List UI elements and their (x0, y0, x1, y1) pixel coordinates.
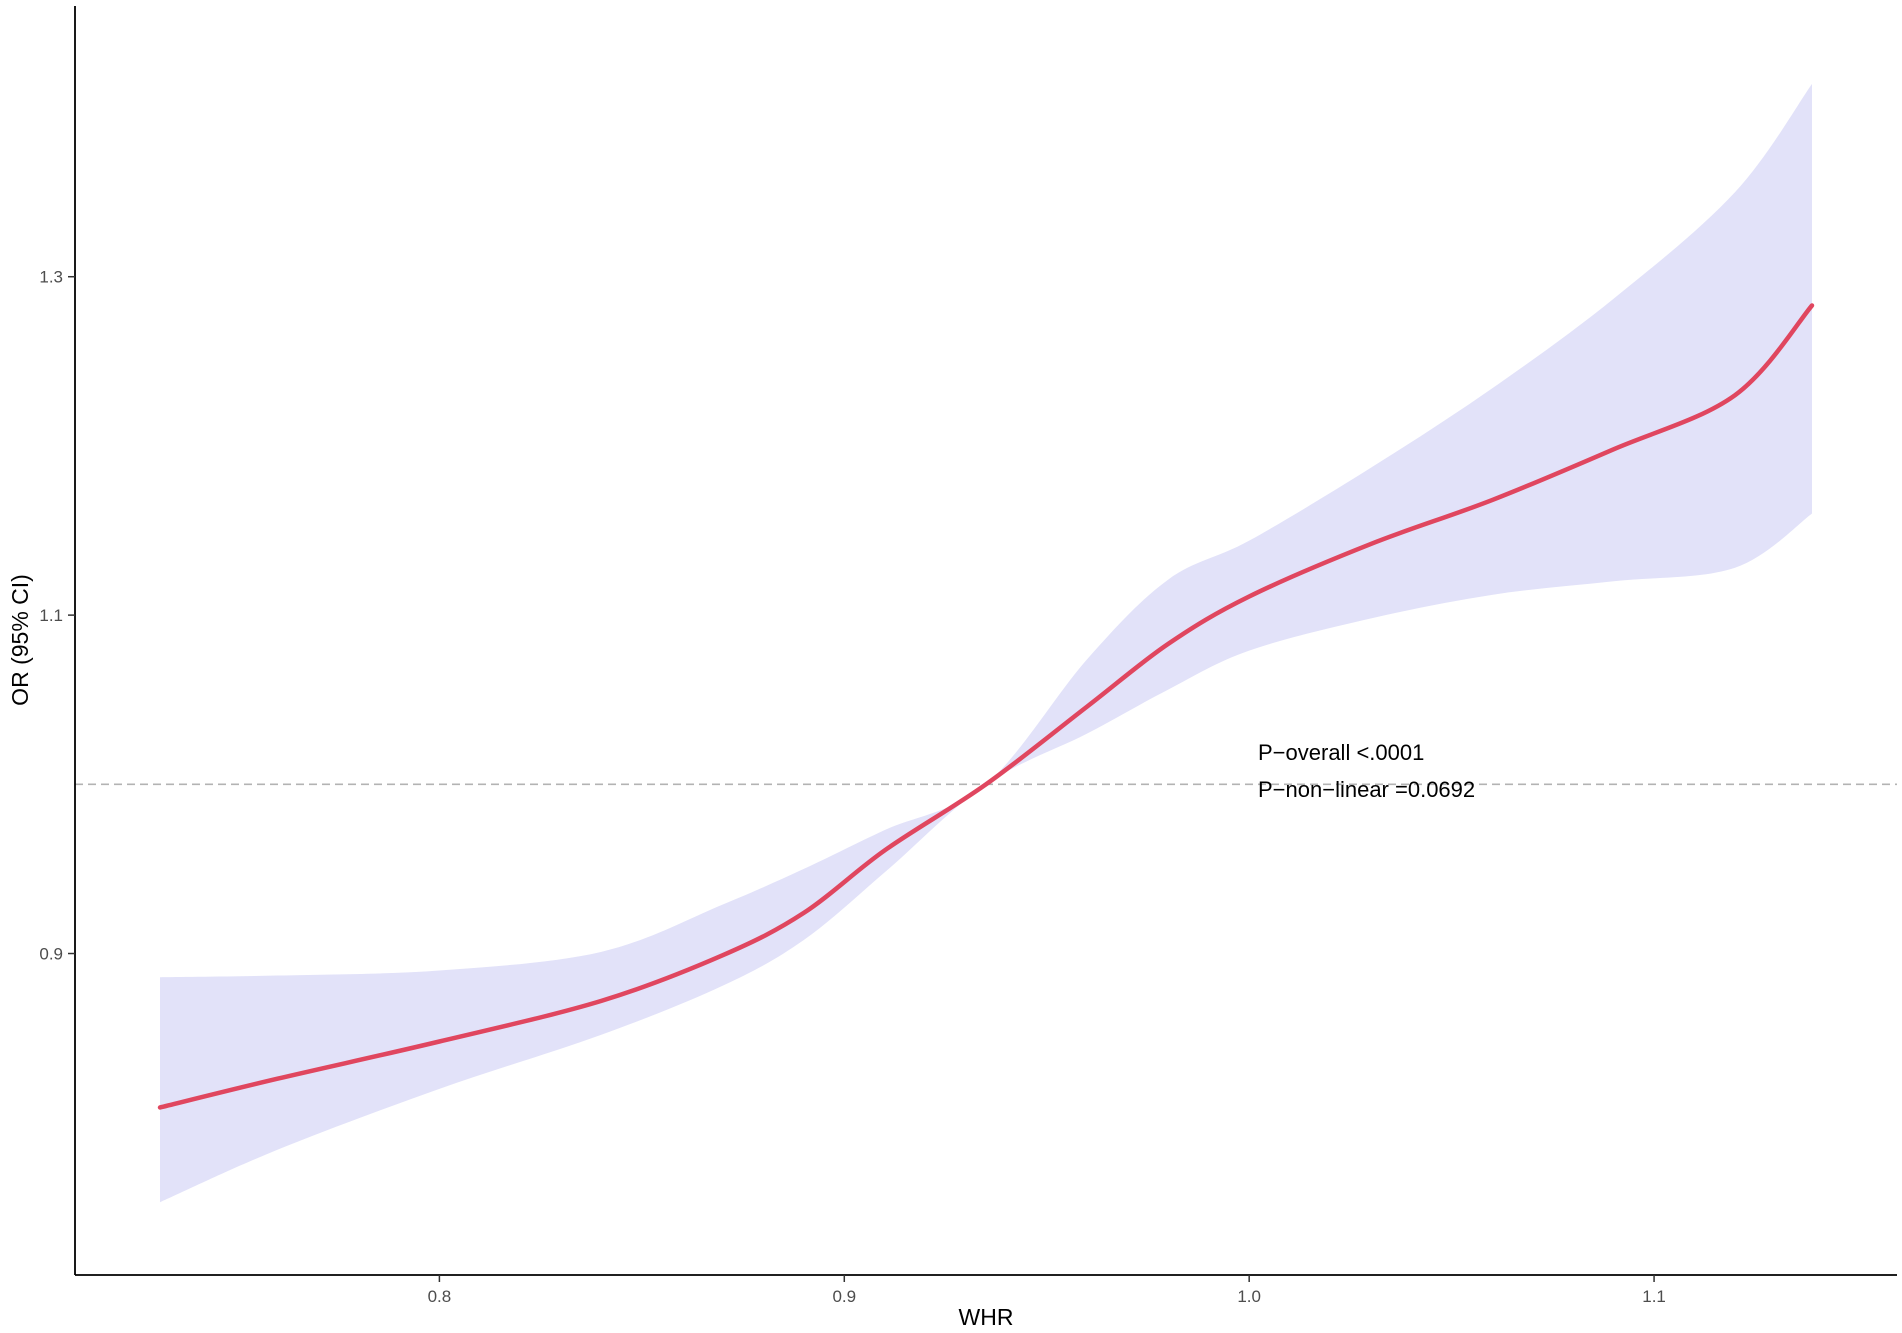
p-overall-annotation: P−overall <.0001 (1258, 740, 1424, 765)
y-axis-title: OR (95% CI) (7, 574, 33, 706)
x-axis-title: WHR (959, 1304, 1014, 1330)
y-tick-label: 1.3 (39, 268, 63, 287)
p-nonlinear-annotation: P−non−linear =0.0692 (1258, 777, 1475, 802)
y-tick-label: 1.1 (39, 606, 63, 625)
x-tick-label: 1.1 (1642, 1287, 1666, 1306)
or-curve (157, 303, 1815, 1110)
x-tick-label: 0.8 (428, 1287, 452, 1306)
x-tick-label: 1.0 (1237, 1287, 1261, 1306)
x-tick-label: 0.9 (832, 1287, 856, 1306)
y-tick-label: 0.9 (39, 945, 63, 964)
confidence-band (160, 83, 1812, 1203)
